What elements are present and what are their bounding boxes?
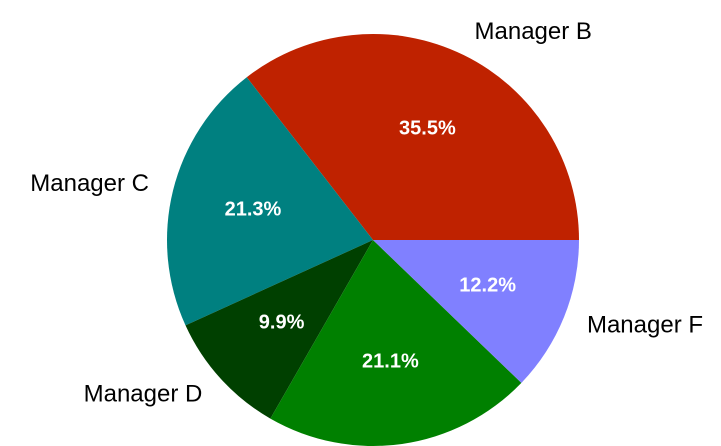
category-label: Manager D <box>84 381 203 408</box>
value-label: 21.3% <box>225 199 282 221</box>
pie-slice <box>166 77 373 326</box>
pie-slice <box>185 240 373 419</box>
value-label: 35.5% <box>399 117 456 139</box>
pie-slice <box>270 240 522 446</box>
pie-slice <box>246 34 579 240</box>
category-label: Manager F <box>587 312 703 339</box>
pie-slice <box>373 240 579 383</box>
category-label: Manager C <box>30 170 149 197</box>
value-label: 12.2% <box>459 275 516 297</box>
value-label: 21.1% <box>362 351 419 373</box>
value-label: 9.9% <box>259 311 305 333</box>
category-label: Manager B <box>475 18 592 45</box>
